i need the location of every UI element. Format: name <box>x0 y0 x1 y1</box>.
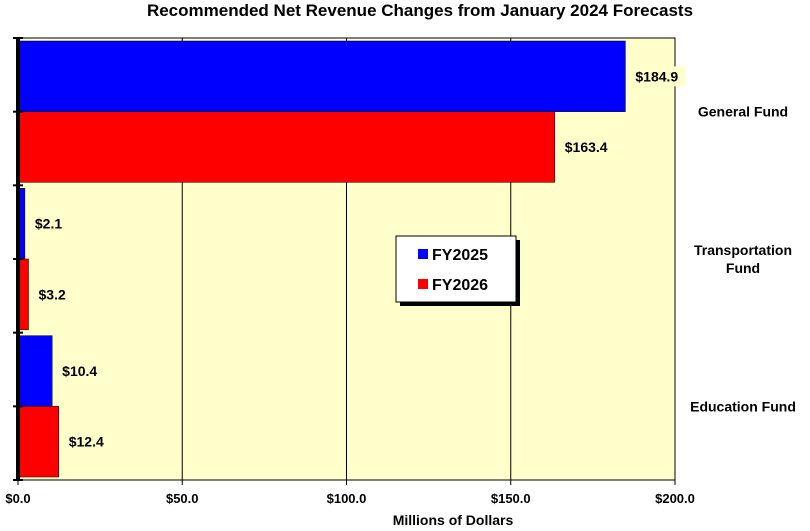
data-label-bg-fy2025-0 <box>633 66 686 87</box>
category-labels-group: General Fund Transportation Fund Education … <box>690 104 796 415</box>
legend-swatch-fy2025 <box>418 249 428 259</box>
bar-fy2026-0 <box>17 111 556 183</box>
category-label-2-0: Education Fund <box>690 398 796 414</box>
data-label-fy2025-2: $10.4 <box>62 363 97 379</box>
data-label-bg-fy2026-0 <box>562 137 615 157</box>
x-axis-label: Millions of Dollars <box>393 512 514 528</box>
x-tick-label-3: $150.0 <box>491 491 531 506</box>
x-tick-label-0: $0.0 <box>5 491 30 506</box>
bar-fy2026-2 <box>17 406 59 478</box>
chart-title: Recommended Net Revenue Changes from Jan… <box>147 1 693 20</box>
data-label-bg-fy2025-2 <box>60 361 105 381</box>
bar-fy2025-0 <box>17 40 626 112</box>
category-label-0-0: General Fund <box>698 104 788 120</box>
x-tick-label-4: $200.0 <box>655 491 695 506</box>
legend-box <box>395 235 517 303</box>
legend-label-fy2025: FY2025 <box>432 247 488 264</box>
legend: FY2025 FY2026 <box>395 235 520 306</box>
data-label-bg-fy2026-1 <box>36 284 73 305</box>
bar-fy2025-2 <box>17 335 53 407</box>
data-label-fy2026-1: $3.2 <box>39 286 66 302</box>
x-tick-label-2: $100.0 <box>327 491 367 506</box>
data-label-fy2025-0: $184.9 <box>635 68 678 84</box>
x-tick-label-1: $50.0 <box>166 491 199 506</box>
legend-label-fy2026: FY2026 <box>432 277 488 294</box>
data-label-fy2026-2: $12.4 <box>69 434 104 450</box>
data-labels-group: $184.9 $2.1 $10.4 $163.4 $3.2 $12.4 <box>32 66 686 452</box>
legend-swatch-fy2026 <box>418 279 428 289</box>
data-label-fy2026-0: $163.4 <box>565 139 608 155</box>
data-label-bg-fy2026-2 <box>66 431 111 452</box>
bars-group <box>17 40 626 478</box>
y-axis-ticks <box>13 37 23 481</box>
x-tick-labels-group: $0.0 $50.0 $100.0 $150.0 $200.0 <box>5 480 695 506</box>
category-label-1-1: Fund <box>726 260 760 276</box>
data-label-fy2025-1: $2.1 <box>35 216 62 232</box>
data-label-bg-fy2025-1 <box>32 213 69 234</box>
category-label-1-0: Transportation <box>694 242 792 258</box>
